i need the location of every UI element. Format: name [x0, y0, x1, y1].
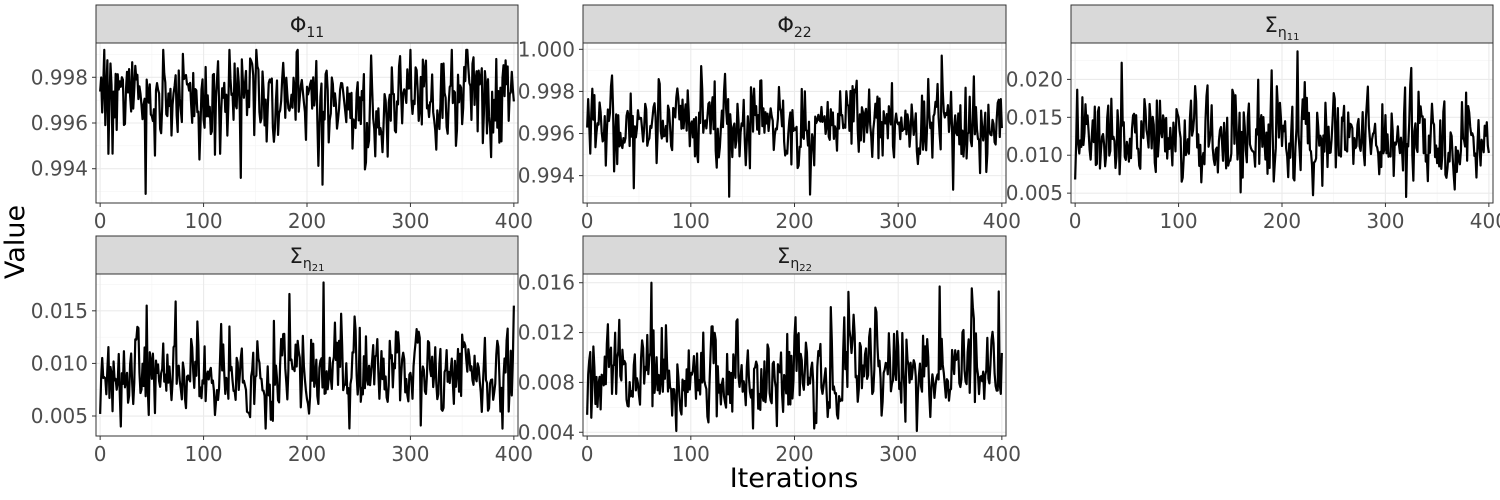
- trace-line: [586, 281, 1003, 433]
- x-tick-label: 0: [1069, 209, 1082, 233]
- facet-panels: Φ11 0 100 200 300 400 0.994 0.996 0.998 Φ22 0 100 20…: [31, 4, 1500, 466]
- x-tick-label: 300: [391, 442, 429, 466]
- panel-border: [582, 273, 1007, 437]
- y-tick-label: 0.998: [518, 79, 575, 103]
- y-tick-label: 0.008: [518, 370, 575, 394]
- y-tick-label: 1.000: [518, 37, 575, 61]
- x-tick-label: 100: [184, 442, 222, 466]
- facet-title: Φ11: [290, 13, 324, 41]
- x-tick-label: 100: [672, 209, 710, 233]
- facet-title: Ση22: [777, 244, 812, 274]
- x-tick-label: 200: [775, 442, 813, 466]
- y-tick-label: 0.005: [31, 404, 88, 428]
- x-tick-label: 300: [879, 442, 917, 466]
- trace-line: [1074, 50, 1490, 199]
- trace-line: [99, 48, 515, 195]
- trace-line: [586, 54, 1003, 198]
- facet-strip: [95, 4, 519, 44]
- y-tick-label: 0.994: [31, 157, 88, 181]
- x-tick-label: 400: [1470, 209, 1500, 233]
- panel-phi-22: Φ22 0 100 200 300 400 0.994 0.996 0.998 1.000: [518, 4, 1021, 233]
- panel-border: [1070, 42, 1494, 204]
- y-tick-label: 0.998: [31, 65, 88, 89]
- y-tick-label: 0.015: [31, 299, 88, 323]
- x-tick-label: 300: [1366, 209, 1404, 233]
- x-tick-label: 100: [1159, 209, 1197, 233]
- x-tick-label: 100: [672, 442, 710, 466]
- facet-strip: [582, 235, 1007, 275]
- y-axis-title: Value: [0, 205, 31, 279]
- y-tick-label: 0.996: [518, 122, 575, 146]
- y-tick-label: 0.005: [1006, 181, 1063, 205]
- x-tick-label: 200: [1263, 209, 1301, 233]
- x-tick-label: 400: [495, 209, 533, 233]
- x-tick-label: 200: [775, 209, 813, 233]
- y-tick-label: 0.010: [1006, 143, 1063, 167]
- x-tick-label: 400: [983, 442, 1021, 466]
- panel-sigma-eta-21: Ση21 0 100 200 300 400 0.005 0.010 0.015: [31, 235, 533, 466]
- x-tick-label: 0: [94, 209, 107, 233]
- x-tick-label: 200: [288, 209, 326, 233]
- x-tick-label: 400: [983, 209, 1021, 233]
- facet-title: Ση21: [290, 244, 325, 274]
- panel-sigma-eta-22: Ση22 0 100 200 300 400 0.004 0.008 0.012 0.016: [518, 235, 1021, 466]
- facet-strip: [582, 4, 1007, 44]
- y-tick-label: 0.010: [31, 351, 88, 375]
- facet-title: Φ22: [777, 13, 811, 41]
- panel-border: [95, 42, 519, 204]
- x-tick-label: 400: [495, 442, 533, 466]
- panel-sigma-eta-11: Ση11 0 100 200 300 400 0.005 0.010 0.015 0.020: [1006, 4, 1500, 233]
- y-tick-label: 0.994: [518, 164, 575, 188]
- panel-border: [95, 273, 519, 437]
- x-tick-label: 300: [391, 209, 429, 233]
- y-tick-label: 0.004: [518, 420, 575, 444]
- x-tick-label: 200: [288, 442, 326, 466]
- x-tick-label: 0: [581, 442, 594, 466]
- facet-title: Ση11: [1265, 13, 1300, 43]
- x-tick-label: 300: [879, 209, 917, 233]
- panel-border: [582, 42, 1007, 204]
- facet-strip: [95, 235, 519, 275]
- facet-strip: [1070, 4, 1494, 44]
- y-tick-label: 0.016: [518, 271, 575, 295]
- y-tick-label: 0.015: [1006, 105, 1063, 129]
- y-tick-label: 0.020: [1006, 67, 1063, 91]
- trace-line: [99, 281, 515, 430]
- x-axis-title: Iterations: [730, 463, 859, 494]
- x-tick-label: 100: [184, 209, 222, 233]
- y-tick-label: 0.012: [518, 321, 575, 345]
- x-tick-label: 0: [94, 442, 107, 466]
- y-tick-label: 0.996: [31, 111, 88, 135]
- x-tick-label: 0: [581, 209, 594, 233]
- panel-phi-11: Φ11 0 100 200 300 400 0.994 0.996 0.998: [31, 4, 533, 233]
